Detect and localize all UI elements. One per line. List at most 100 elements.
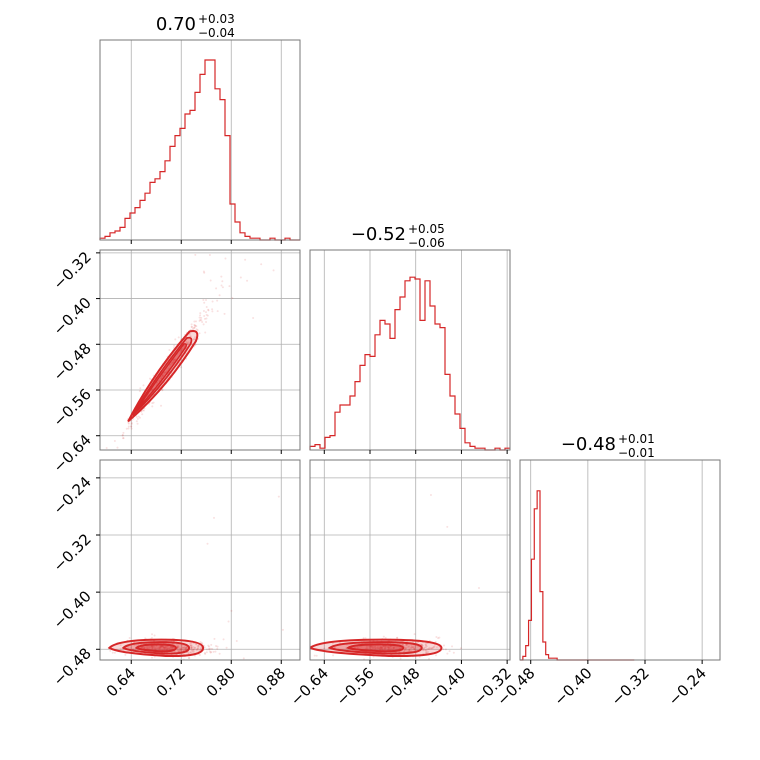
scatter-point	[177, 336, 180, 339]
scatter-point	[442, 648, 445, 651]
scatter-point	[387, 646, 390, 649]
panel-frame	[99, 249, 301, 451]
scatter-point	[177, 650, 180, 653]
scatter-point	[372, 646, 375, 649]
scatter-point	[104, 460, 106, 462]
scatter-point	[414, 649, 417, 652]
scatter-point	[150, 636, 153, 639]
scatter-point	[204, 653, 207, 656]
x-tick-label: 0.80	[203, 664, 239, 700]
scatter-point	[195, 643, 198, 646]
scatter-point	[151, 656, 154, 659]
scatter-point	[246, 279, 249, 282]
scatter-point	[221, 280, 224, 283]
scatter-point	[387, 646, 390, 649]
panel-frame	[99, 459, 301, 661]
scatter-point	[160, 645, 163, 648]
y-tick-label: −0.32	[50, 248, 95, 293]
histogram-2	[520, 490, 635, 661]
scatter-point	[216, 310, 219, 313]
scatter-point	[169, 365, 172, 368]
scatter-point	[228, 285, 231, 288]
scatter-point	[190, 642, 193, 645]
scatter-point	[411, 641, 414, 644]
scatter-point	[207, 309, 210, 312]
scatter-point	[151, 645, 154, 648]
scatter-point	[208, 647, 211, 650]
scatter-point	[203, 301, 206, 304]
x-tick-label: 0.72	[153, 664, 189, 700]
scatter-point	[186, 342, 189, 345]
scatter-point	[198, 332, 201, 335]
scatter-point	[387, 647, 390, 650]
scatter-point	[194, 320, 197, 323]
scatter-point	[192, 650, 195, 653]
scatter-point	[422, 649, 425, 652]
scatter-point	[136, 417, 139, 420]
scatter-point	[210, 650, 213, 653]
scatter-point	[190, 647, 193, 650]
scatter-point	[175, 644, 178, 647]
scatter-point	[198, 654, 201, 657]
scatter-point	[151, 647, 154, 650]
scatter-point	[189, 646, 192, 649]
scatter-point	[151, 402, 154, 405]
scatter-point	[376, 647, 379, 650]
scatter-point	[205, 298, 208, 301]
scatter-point	[376, 646, 379, 649]
scatter-point	[190, 326, 193, 329]
scatter-point	[199, 312, 202, 315]
scatter-point	[172, 358, 175, 361]
scatter-point	[164, 645, 167, 648]
scatter-point	[151, 645, 154, 648]
scatter-point	[421, 644, 424, 647]
scatter-point	[281, 628, 284, 631]
scatter-point	[399, 657, 402, 660]
scatter-point	[210, 643, 213, 646]
x-tick-label: −0.40	[424, 664, 469, 709]
scatter-point	[195, 325, 198, 328]
scatter-point	[376, 646, 379, 649]
scatter-point	[408, 648, 411, 651]
scatter-point	[192, 646, 195, 649]
scatter-point	[224, 257, 227, 260]
scatter-point	[190, 646, 193, 649]
scatter-point	[163, 648, 166, 651]
scatter-point	[146, 646, 149, 649]
scatter-point	[383, 648, 386, 651]
scatter-point	[193, 646, 196, 649]
scatter-point	[218, 294, 221, 297]
scatter-point	[405, 643, 408, 646]
scatter-point	[397, 646, 400, 649]
scatter-point	[189, 651, 192, 654]
scatter-point	[413, 646, 416, 649]
scatter-point	[154, 647, 157, 650]
scatter-point	[194, 646, 197, 649]
scatter-point	[374, 647, 377, 650]
scatter-point	[151, 645, 154, 648]
scatter-point	[452, 651, 455, 654]
scatter-point	[419, 643, 422, 646]
hist-frame-1	[309, 249, 511, 451]
scatter-point	[190, 649, 193, 652]
x-tick-label: −0.24	[665, 664, 710, 709]
scatter-point	[186, 342, 189, 345]
scatter-point	[383, 645, 386, 648]
scatter-point	[122, 437, 125, 440]
contour	[127, 329, 199, 423]
scatter-point	[215, 644, 218, 647]
scatter-point	[386, 645, 389, 648]
scatter-point	[202, 309, 205, 312]
scatter-point	[429, 493, 432, 496]
scatter-point	[427, 647, 430, 650]
scatter-point	[163, 371, 166, 374]
scatter-point	[163, 646, 166, 649]
title-value: −0.48	[561, 434, 616, 455]
scatter-point	[180, 649, 183, 652]
scatter-point	[428, 657, 431, 660]
scatter-point	[206, 314, 209, 317]
scatter-point	[122, 431, 125, 434]
scatter-point	[121, 433, 124, 436]
scatter-point	[157, 647, 160, 650]
scatter-point	[184, 647, 187, 650]
